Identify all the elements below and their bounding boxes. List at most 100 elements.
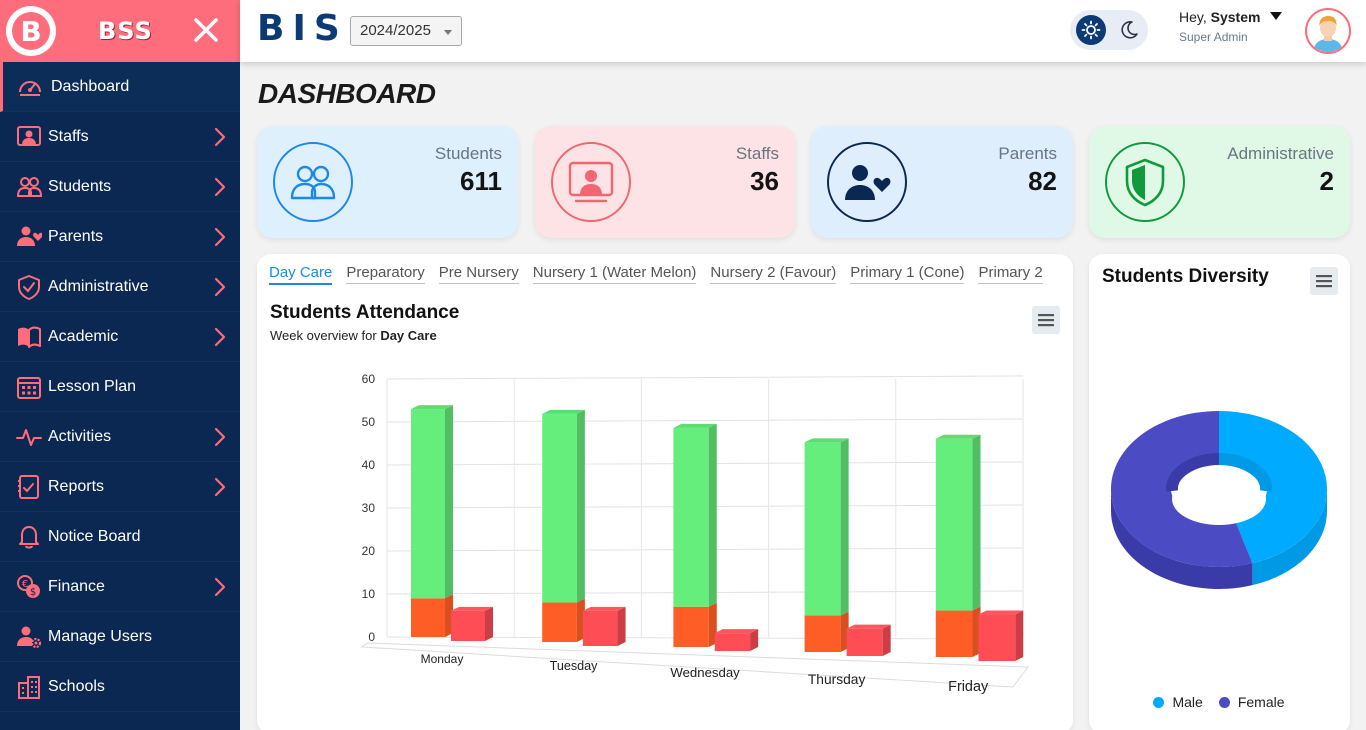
chevron-right-icon[interactable] bbox=[214, 477, 226, 497]
donut-slice-female bbox=[1111, 411, 1253, 567]
stat-card-parents[interactable]: Parents 82 bbox=[811, 126, 1073, 238]
stat-card-students[interactable]: Students 611 bbox=[257, 126, 518, 238]
stat-value: 82 bbox=[1028, 166, 1057, 196]
y-tick-label: 50 bbox=[362, 415, 376, 429]
chevron-right-icon[interactable] bbox=[214, 127, 226, 147]
chevron-right-icon[interactable] bbox=[214, 427, 226, 447]
sidebar-item-administrative[interactable]: Administrative bbox=[0, 262, 240, 312]
x-tick-label: Tuesday bbox=[550, 659, 599, 673]
bar-tuesday-base bbox=[542, 602, 577, 642]
chevron-right-icon[interactable] bbox=[214, 577, 226, 597]
tab-preparatory[interactable]: Preparatory bbox=[346, 264, 425, 284]
chevron-right-icon[interactable] bbox=[214, 327, 226, 347]
diversity-panel: Students Diversity Male Female bbox=[1089, 254, 1350, 730]
sidebar: Dashboard Staffs Students Parents Administra… bbox=[0, 62, 240, 730]
theme-toggle[interactable] bbox=[1070, 10, 1148, 50]
tab-nursery-2-favour[interactable]: Nursery 2 (Favour) bbox=[710, 264, 837, 284]
bar-thursday-stack bbox=[804, 442, 841, 616]
legend-item-male[interactable]: Male bbox=[1153, 694, 1203, 710]
bar-monday-base bbox=[411, 598, 445, 637]
moon-icon[interactable] bbox=[1116, 17, 1142, 43]
bar-side bbox=[1015, 610, 1024, 661]
bar-top bbox=[804, 438, 849, 443]
sidebar-item-staffs[interactable]: Staffs bbox=[0, 112, 240, 162]
x-tick-label: Friday bbox=[948, 679, 989, 695]
bar-side bbox=[445, 405, 453, 599]
x-tick-label: Thursday bbox=[808, 672, 866, 687]
bar-top bbox=[978, 610, 1024, 615]
sidebar-item-students[interactable]: Students bbox=[0, 162, 240, 212]
chart-menu-button[interactable] bbox=[1032, 306, 1060, 334]
sidebar-item-parents[interactable]: Parents bbox=[0, 212, 240, 262]
caret-down-icon bbox=[444, 30, 452, 35]
session-select[interactable]: 2024/2025 bbox=[350, 16, 462, 46]
sidebar-item-lesson-plan[interactable]: Lesson Plan bbox=[0, 362, 240, 412]
stat-label: Students bbox=[434, 144, 502, 163]
legend-item-female[interactable]: Female bbox=[1218, 694, 1285, 710]
sidebar-item-schools[interactable]: Schools bbox=[0, 662, 240, 712]
sidebar-item-label: Students bbox=[48, 177, 112, 195]
sidebar-item-label: Notice Board bbox=[48, 527, 141, 545]
stat-label: Parents bbox=[998, 144, 1057, 163]
avatar[interactable] bbox=[1305, 8, 1351, 54]
building-icon bbox=[16, 674, 42, 700]
bar-friday-base bbox=[935, 610, 973, 657]
sidebar-item-academic[interactable]: Academic bbox=[0, 312, 240, 362]
sidebar-item-label: Activities bbox=[48, 427, 112, 445]
sidebar-item-label: Manage Users bbox=[48, 627, 153, 645]
calendar-icon bbox=[16, 374, 42, 400]
tab-nursery-1-water-melon[interactable]: Nursery 1 (Water Melon) bbox=[532, 264, 697, 284]
svg-text:€: € bbox=[22, 579, 28, 590]
y-tick-label: 60 bbox=[362, 372, 376, 386]
stat-card-administrative[interactable]: Administrative 2 bbox=[1089, 126, 1350, 238]
stat-value: 2 bbox=[1319, 166, 1334, 196]
sidebar-item-label: Reports bbox=[48, 477, 105, 495]
tab-pre-nursery[interactable]: Pre Nursery bbox=[438, 264, 519, 284]
stat-value: 36 bbox=[750, 166, 779, 196]
sidebar-item-finance[interactable]: € $ Finance bbox=[0, 562, 240, 612]
y-tick-label: 10 bbox=[362, 587, 376, 601]
legend-label: Female bbox=[1237, 694, 1285, 710]
greeting: Hey, bbox=[1179, 9, 1207, 25]
sidebar-item-label: Lesson Plan bbox=[48, 377, 137, 395]
bar-side bbox=[750, 629, 759, 651]
tab-primary-2[interactable]: Primary 2 bbox=[978, 264, 1043, 284]
bar-friday-extra bbox=[978, 614, 1016, 661]
stat-label: Administrative bbox=[1227, 144, 1334, 163]
legend-dot bbox=[1218, 696, 1230, 708]
sidebar-item-label: Finance bbox=[48, 577, 105, 595]
sidebar-item-dashboard[interactable]: Dashboard bbox=[0, 62, 240, 112]
dashboard-gauge-icon bbox=[17, 74, 43, 100]
bar-monday-extra bbox=[451, 610, 485, 641]
chevron-right-icon[interactable] bbox=[214, 227, 226, 247]
sidebar-item-notice-board[interactable]: Notice Board bbox=[0, 512, 240, 562]
chevron-right-icon[interactable] bbox=[214, 177, 226, 197]
sun-icon[interactable] bbox=[1076, 15, 1106, 45]
donut-wall-male bbox=[1252, 489, 1327, 586]
grid-line bbox=[386, 375, 1024, 380]
donut-hole-floor bbox=[1172, 473, 1266, 525]
bar-side bbox=[617, 606, 626, 646]
sidebar-item-label: Academic bbox=[48, 327, 119, 345]
diversity-menu-button[interactable] bbox=[1310, 267, 1338, 295]
chart-floor bbox=[360, 642, 1029, 688]
close-icon[interactable] bbox=[188, 12, 224, 48]
sidebar-item-label: Dashboard bbox=[51, 77, 130, 95]
stat-card-staffs[interactable]: Staffs 36 bbox=[535, 126, 795, 238]
bar-wednesday-base bbox=[673, 606, 709, 647]
tab-day-care[interactable]: Day Care bbox=[269, 264, 333, 285]
chevron-right-icon[interactable] bbox=[214, 277, 226, 297]
diversity-chart bbox=[1111, 411, 1327, 589]
sidebar-item-activities[interactable]: Activities bbox=[0, 412, 240, 462]
staff-screen-icon bbox=[551, 142, 631, 222]
sidebar-item-manage-users[interactable]: Manage Users bbox=[0, 612, 240, 662]
user-menu[interactable]: Hey, System bbox=[1179, 9, 1283, 25]
brand-logo[interactable]: B bbox=[6, 6, 56, 56]
bar-tuesday-extra bbox=[582, 610, 618, 646]
sidebar-item-label: Schools bbox=[48, 677, 105, 695]
tab-primary-1-cone[interactable]: Primary 1 (Cone) bbox=[850, 264, 965, 284]
caret-down-icon bbox=[1270, 12, 1283, 20]
avatar-person-icon bbox=[1313, 16, 1343, 52]
sidebar-item-reports[interactable]: Reports bbox=[0, 462, 240, 512]
y-tick-label: 20 bbox=[362, 544, 376, 558]
